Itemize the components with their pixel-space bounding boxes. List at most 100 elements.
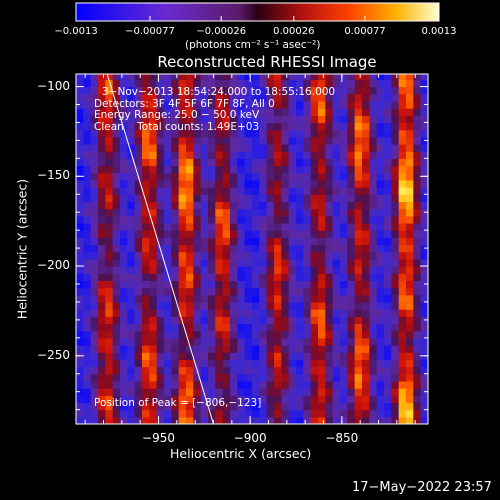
heatmap-cell xyxy=(303,230,312,238)
heatmap-cell xyxy=(318,251,326,260)
heatmap-cell xyxy=(325,345,334,353)
heatmap-cell xyxy=(98,230,106,238)
heatmap-cell xyxy=(230,337,238,346)
heatmap-cell xyxy=(112,172,121,181)
heatmap-cell xyxy=(288,402,297,411)
heatmap-cell xyxy=(149,345,158,353)
heatmap-cell xyxy=(149,86,158,95)
heatmap-cell xyxy=(325,258,334,267)
heatmap-cell xyxy=(384,222,392,231)
heatmap-cell xyxy=(186,330,194,339)
heatmap-cell xyxy=(384,129,392,138)
heatmap-cell xyxy=(178,187,187,195)
heatmap-cell xyxy=(105,366,114,375)
colorbar-units-label: (photons cm⁻² s⁻¹ asec⁻²) xyxy=(185,39,321,51)
heatmap-cell xyxy=(134,294,143,303)
heatmap-cell xyxy=(171,144,180,152)
heatmap-cell xyxy=(193,86,202,95)
heatmap-cell xyxy=(259,416,268,424)
heatmap-cell xyxy=(406,115,414,124)
heatmap-cell xyxy=(274,301,282,310)
heatmap-cell xyxy=(83,309,92,317)
heatmap-cell xyxy=(127,122,136,131)
heatmap-cell xyxy=(230,237,238,246)
heatmap-cell xyxy=(230,416,238,424)
heatmap-cell xyxy=(112,136,121,145)
heatmap-cell xyxy=(120,74,128,80)
heatmap-cell xyxy=(178,402,187,411)
heatmap-cell xyxy=(186,309,194,317)
heatmap-cell xyxy=(347,158,356,167)
heatmap-cell xyxy=(288,323,297,332)
heatmap-cell xyxy=(127,93,136,102)
heatmap-cell xyxy=(398,144,407,152)
heatmap-cell xyxy=(420,187,428,195)
heatmap-cell xyxy=(83,402,92,411)
heatmap-cell xyxy=(178,222,187,231)
heatmap-cell xyxy=(369,151,378,159)
heatmap-cell xyxy=(149,208,158,217)
heatmap-cell xyxy=(98,86,106,95)
heatmap-cell xyxy=(156,301,165,310)
heatmap-cell xyxy=(200,194,209,203)
heatmap-cell xyxy=(281,74,290,80)
heatmap-cell xyxy=(296,258,304,267)
heatmap-cell xyxy=(288,337,297,346)
heatmap-cell xyxy=(193,416,202,424)
heatmap-cell xyxy=(142,144,150,152)
heatmap-cell xyxy=(369,136,378,145)
heatmap-cell xyxy=(420,416,428,424)
heatmap-cell xyxy=(90,416,99,424)
heatmap-cell xyxy=(288,86,297,95)
heatmap-cell xyxy=(391,165,400,174)
heatmap-cell xyxy=(369,100,378,109)
heatmap-cell xyxy=(156,79,165,88)
heatmap-cell xyxy=(193,402,202,411)
heatmap-cell xyxy=(340,416,348,424)
heatmap-cell xyxy=(105,201,114,210)
heatmap-cell xyxy=(76,258,84,267)
heatmap-cell xyxy=(420,323,428,332)
heatmap-cell xyxy=(156,352,165,360)
heatmap-cell xyxy=(296,237,304,246)
heatmap-cell xyxy=(90,301,99,310)
heatmap-cell xyxy=(347,366,356,375)
heatmap-cell xyxy=(208,151,216,159)
heatmap-cell xyxy=(281,366,290,375)
heatmap-cell xyxy=(120,287,128,296)
heatmap-cell xyxy=(318,373,326,382)
heatmap-cell xyxy=(288,115,297,124)
heatmap-cell xyxy=(303,151,312,159)
heatmap-cell xyxy=(230,194,238,203)
heatmap-cell xyxy=(413,337,422,346)
heatmap-cell xyxy=(215,100,224,109)
heatmap-cell xyxy=(222,337,231,346)
heatmap-cell xyxy=(244,273,253,282)
heatmap-cell xyxy=(149,380,158,389)
heatmap-cell xyxy=(83,244,92,253)
heatmap-cell xyxy=(76,222,84,231)
heatmap-cell xyxy=(134,144,143,152)
heatmap-cell xyxy=(105,215,114,224)
heatmap-cell xyxy=(230,208,238,217)
heatmap-cell xyxy=(142,230,150,238)
heatmap-cell xyxy=(391,122,400,131)
heatmap-cell xyxy=(244,258,253,267)
heatmap-cell xyxy=(105,251,114,260)
heatmap-cell xyxy=(398,366,407,375)
heatmap-cell xyxy=(156,151,165,159)
heatmap-cell xyxy=(332,416,341,424)
heatmap-cell xyxy=(215,79,224,88)
heatmap-cell xyxy=(376,416,385,424)
heatmap-cell xyxy=(362,258,370,267)
heatmap-cell xyxy=(98,122,106,131)
heatmap-cell xyxy=(296,373,304,382)
heatmap-cell xyxy=(222,409,231,418)
heatmap-cell xyxy=(222,93,231,102)
heatmap-cell xyxy=(215,230,224,238)
heatmap-cell xyxy=(303,258,312,267)
heatmap-cell xyxy=(215,179,224,188)
heatmap-cell xyxy=(288,129,297,138)
